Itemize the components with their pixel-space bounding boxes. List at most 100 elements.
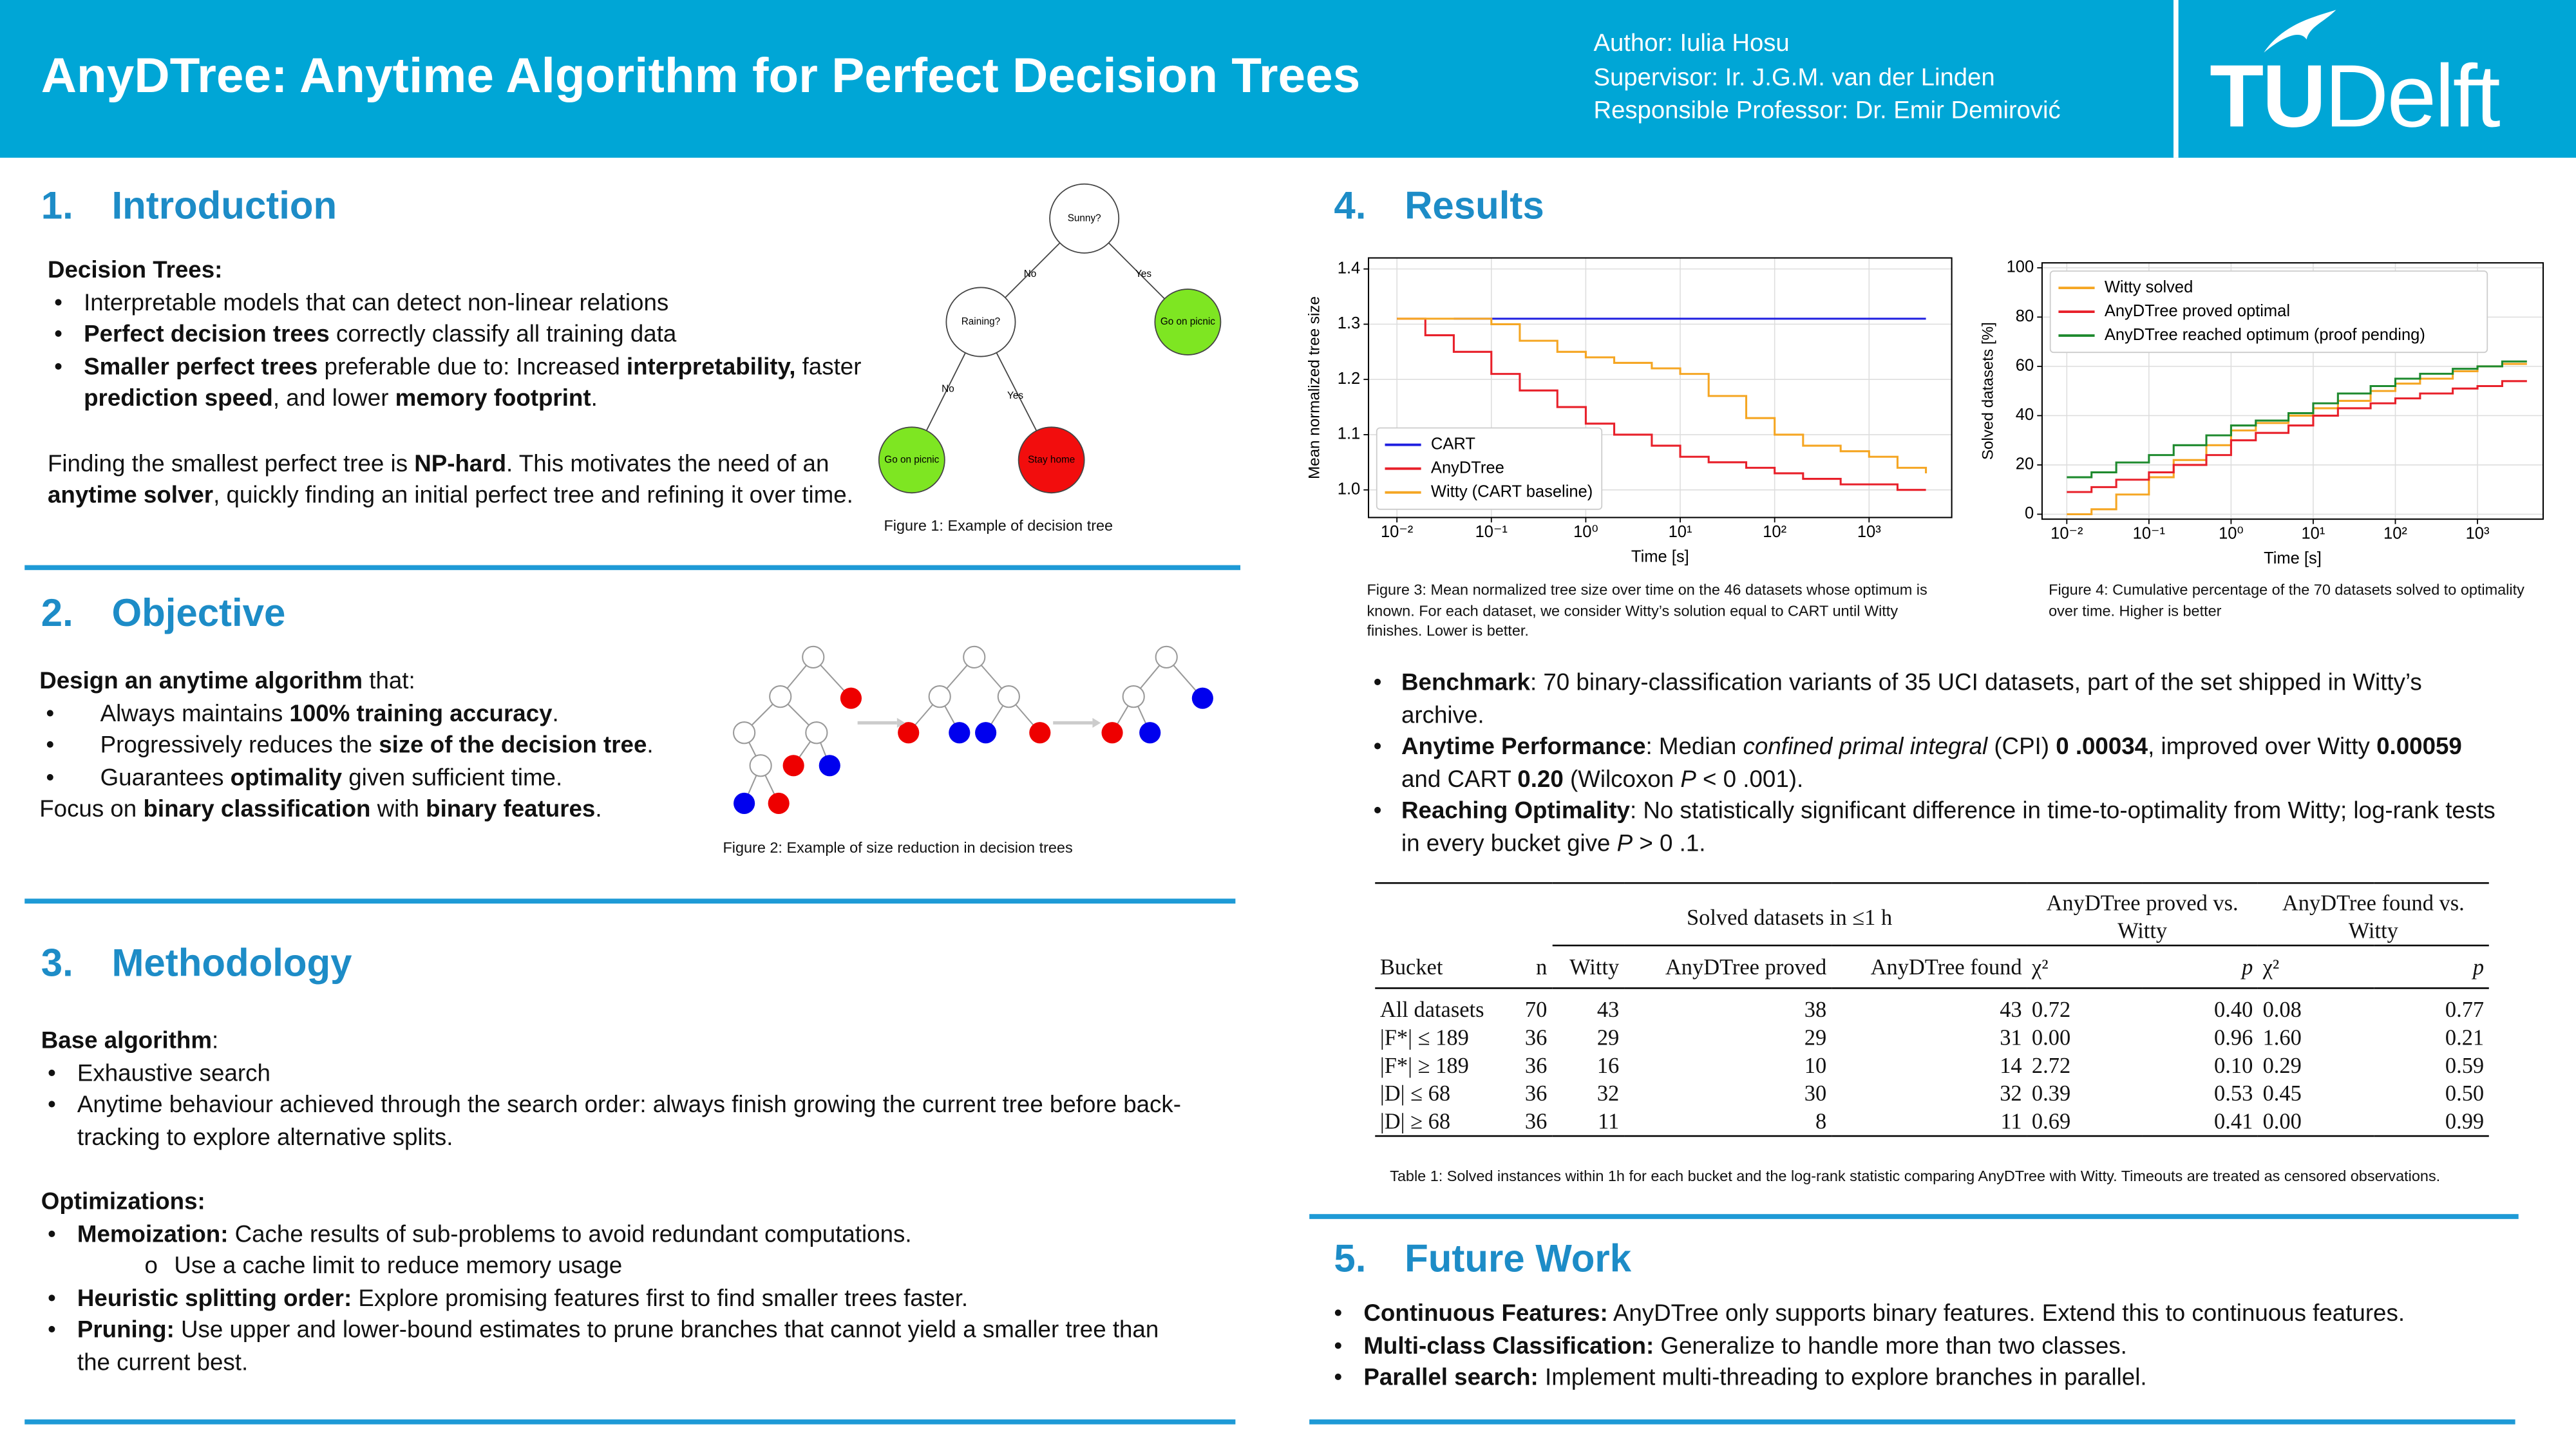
table-cell: 31	[2000, 1025, 2022, 1050]
bold-text: Decision Trees:	[47, 258, 223, 285]
x-tick-label: 10⁻¹	[1475, 523, 1508, 541]
table-cell: |F*| ≥ 189	[1379, 1053, 1469, 1078]
bold-text: binary classification	[143, 797, 371, 824]
table-cell: 0.29	[2262, 1053, 2302, 1078]
text-run: . This motivates the need of an	[506, 451, 829, 478]
edge-label: Yes	[1135, 269, 1151, 279]
x-tick-label: 10⁻²	[1381, 523, 1413, 541]
series-line	[1397, 317, 1927, 473]
section-body: Continuous Features: AnyDTree only suppo…	[1327, 1300, 2543, 1396]
bullet-list: Always maintains 100% training accuracy.…	[39, 699, 713, 796]
table-cell: 43	[1596, 997, 1620, 1022]
section-title: Introduction	[111, 184, 337, 227]
paragraph: Finding the smallest perfect tree is NP-…	[48, 450, 886, 514]
edge-label: No	[1024, 269, 1037, 279]
bullet-item: Reaching Optimality: No statistically si…	[1367, 797, 2500, 862]
tree-node	[1154, 289, 1222, 355]
table-cell: 29	[1596, 1025, 1620, 1050]
edge-label: Yes	[1007, 390, 1023, 401]
legend-label: AnyDTree reached optimum (proof pending)	[2105, 326, 2425, 344]
node-label: Sunny?	[1068, 213, 1101, 223]
bold-text: Memoization:	[77, 1221, 229, 1248]
x-tick-label: 10³	[1857, 523, 1881, 541]
bold-text: 0.20	[1517, 766, 1564, 793]
column-header: p	[2373, 945, 2489, 989]
text-run: and CART	[1401, 766, 1518, 793]
bold-text: Optimizations:	[41, 1189, 205, 1216]
column-header: AnyDTree found	[1831, 945, 2027, 989]
text-run: Cache results of sub-problems to avoid r…	[228, 1221, 912, 1248]
bullet-item: Exhaustive search	[41, 1059, 1191, 1091]
table-body: All datasets 70 43 38 43 0.72 0.40 0.08 0.77 |F*|…	[1375, 988, 2489, 1136]
table-cell: 0.00	[2031, 1025, 2071, 1050]
section-divider	[1309, 1214, 2519, 1218]
x-tick-label: 10¹	[2302, 525, 2325, 543]
table-cell: 0.39	[2031, 1081, 2071, 1106]
section-divider	[24, 565, 1241, 569]
section-heading: 5. Future Work	[1334, 1237, 1631, 1282]
y-tick-label: 1.2	[1338, 370, 1360, 388]
sub-bullet-item: Use a cache limit to reduce memory usage	[41, 1252, 1191, 1284]
column-header: AnyDTree proved	[1624, 945, 1832, 989]
tree-node	[1049, 183, 1120, 254]
results-table: Solved datasets in ≤1 h AnyDTree proved v…	[1375, 882, 2489, 1137]
section-title: Results	[1405, 184, 1544, 227]
bullet-list: Exhaustive search Anytime behaviour achie…	[41, 1059, 1191, 1155]
table-cell: 29	[1804, 1025, 1827, 1050]
section-number: 4.	[1334, 184, 1367, 227]
paragraph: Base algorithm:	[41, 1027, 1191, 1059]
table-cell: 0.96	[2214, 1025, 2253, 1050]
table-cell: 0.50	[2445, 1081, 2485, 1106]
table-cell: 0.99	[2445, 1108, 2485, 1134]
table-cell: 0.72	[2031, 997, 2071, 1022]
section-divider	[24, 1419, 1236, 1424]
bold-text: size of the decision tree	[379, 733, 647, 760]
bold-text: Benchmark	[1401, 670, 1530, 697]
legend-label: Witty solved	[2105, 278, 2193, 296]
column-group: AnyDTree proved vs. Witty	[2027, 883, 2258, 947]
table-cell: 36	[1524, 1108, 1548, 1134]
column-header: χ²	[2027, 945, 2143, 989]
bullet-item: Continuous Features: AnyDTree only suppo…	[1327, 1300, 2543, 1332]
column-header: n	[1513, 945, 1552, 989]
table-cell: 0.45	[2262, 1081, 2302, 1106]
series-line	[2067, 380, 2527, 493]
bold-text: Base algorithm	[41, 1028, 213, 1055]
header-bar: AnyDTree: Anytime Algorithm for Perfect …	[0, 0, 2576, 158]
professor: Responsible Professor: Dr. Emir Demirovi…	[1593, 97, 2061, 125]
logo-flame	[2264, 10, 2336, 53]
section-heading: 3. Methodology	[41, 942, 352, 986]
bullet-item: Pruning: Use upper and lower-bound estim…	[41, 1316, 1191, 1381]
text-run: > 0 .1.	[1633, 831, 1706, 858]
bold-text: Smaller perfect trees	[84, 354, 318, 381]
series-line	[2067, 360, 2527, 478]
table-cell: 30	[1804, 1081, 1827, 1106]
y-tick-label: 1.3	[1338, 314, 1360, 332]
text-run: , quickly finding an initial perfect tre…	[213, 483, 853, 510]
bold-text: optimality	[230, 765, 343, 792]
text-run: .	[595, 797, 602, 824]
author: Author: Iulia Hosu	[1593, 29, 1790, 58]
bullet-list: Interpretable models that can detect non…	[48, 289, 886, 417]
text-run: : 70 binary-classification variants of 3…	[1401, 670, 2422, 729]
table-cell: 1.60	[2262, 1025, 2302, 1050]
y-tick-label: 1.1	[1338, 425, 1360, 443]
text-run: .	[552, 701, 559, 728]
figure-2-trees	[733, 645, 1213, 815]
series-line	[2067, 363, 2527, 515]
bold-text: Perfect decision trees	[84, 322, 330, 349]
table-cell: 0.00	[2262, 1108, 2302, 1134]
column-header: p	[2142, 945, 2258, 989]
supervisor: Supervisor: Ir. J.G.M. van der Linden	[1593, 64, 1995, 92]
bullet-item: Interpretable models that can detect non…	[48, 289, 886, 321]
y-tick-label: 0	[2025, 504, 2034, 522]
text-run: (Wilcoxon	[1563, 766, 1681, 793]
text-run: AnyDTree only supports binary features. …	[1607, 1301, 2405, 1328]
text-run: Anytime behaviour achieved through the s…	[77, 1092, 1182, 1151]
node-label: Go on picnic	[884, 454, 939, 465]
x-tick-label: 10⁻²	[2050, 525, 2083, 543]
text-run: Progressively reduces the	[100, 733, 379, 760]
bold-text: interpretability,	[626, 354, 796, 381]
